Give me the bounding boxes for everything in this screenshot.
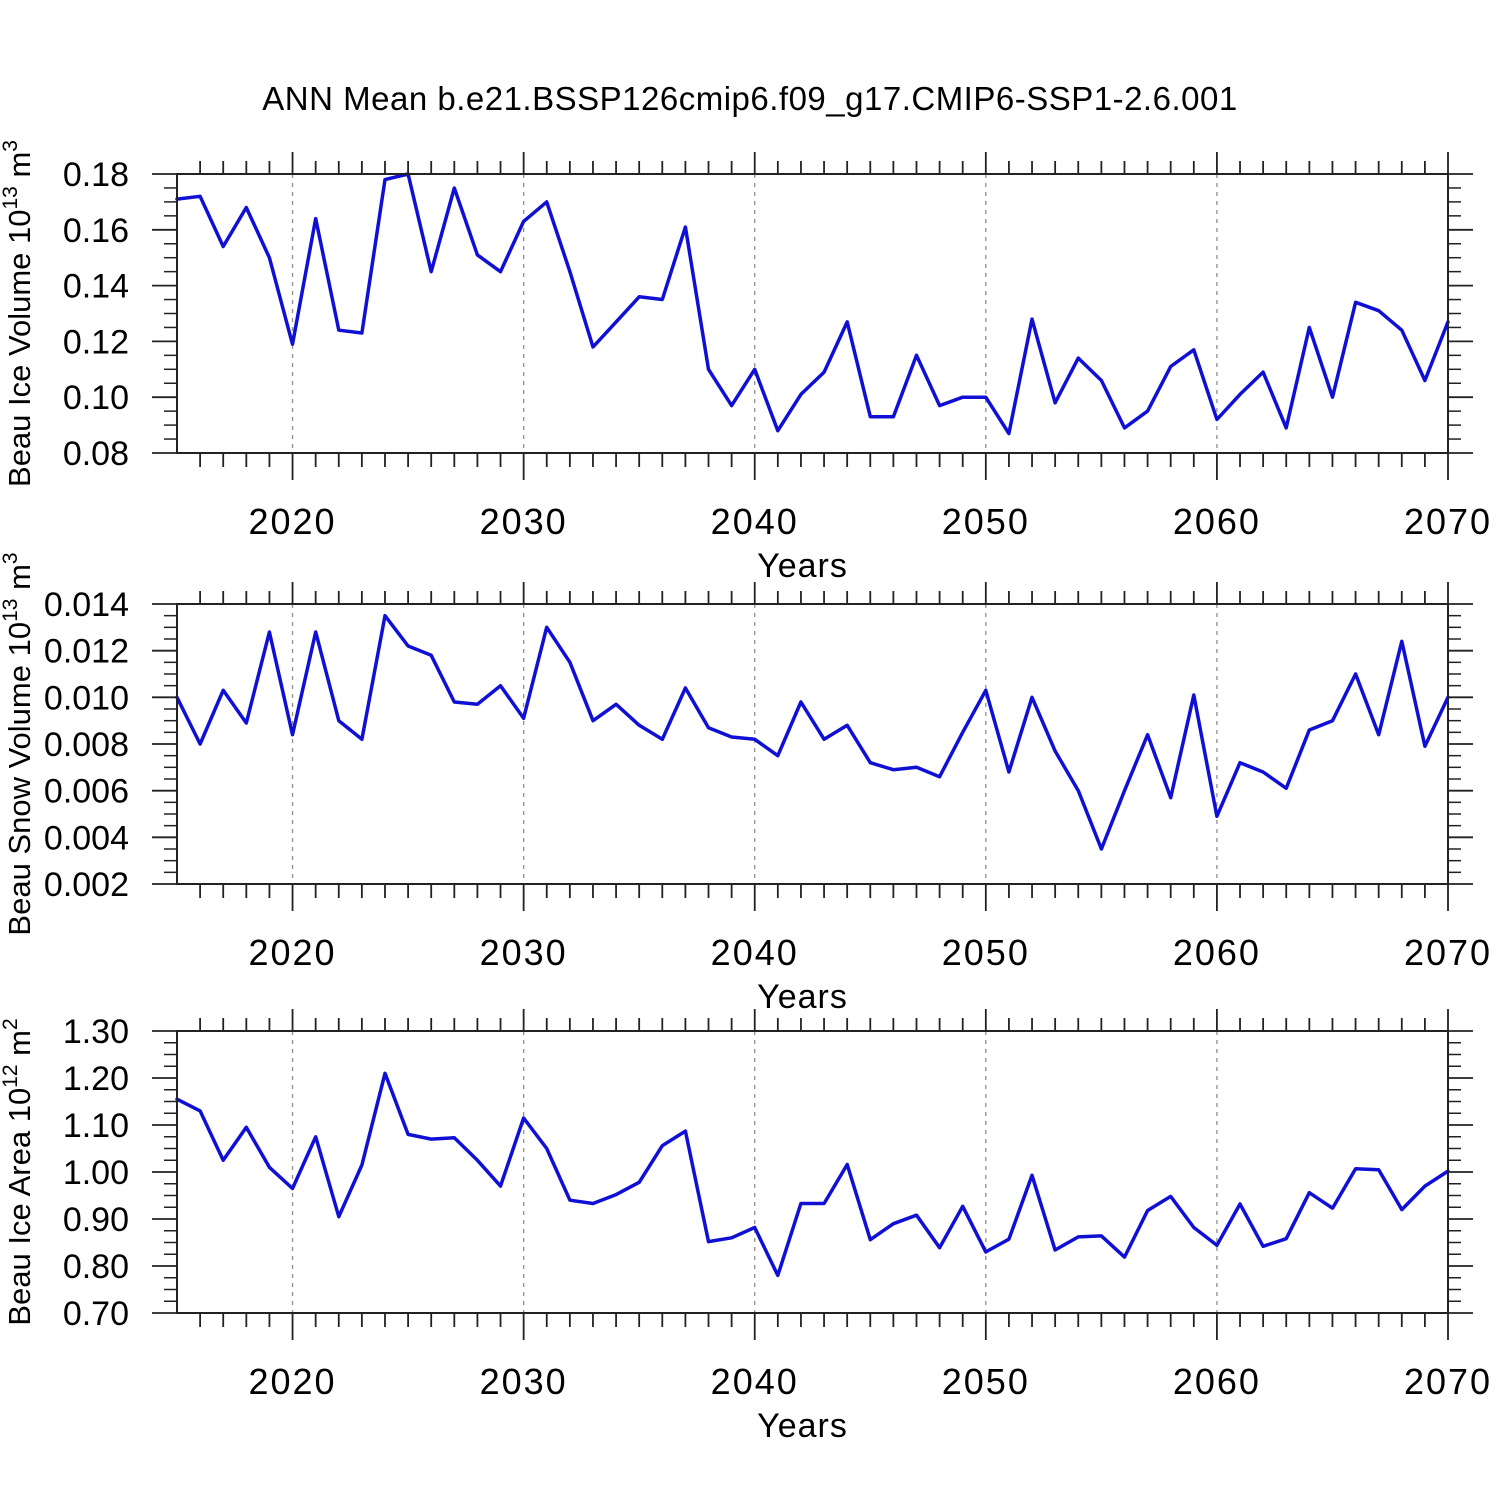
y-axis-title: Beau Ice Area 1012 m2 xyxy=(0,1018,37,1325)
y-axis-title: Beau Ice Volume 1013 m3 xyxy=(0,140,37,487)
x-tick-label-2070: 2070 xyxy=(1404,1361,1492,1402)
y-ticks xyxy=(152,173,1473,454)
x-tick-label-2070: 2070 xyxy=(1404,932,1492,973)
y-axis-title-segment: Beau Ice Volume 10 xyxy=(2,210,37,487)
x-tick-label-2060: 2060 xyxy=(1173,1361,1261,1402)
y-tick-label-0.08: 0.08 xyxy=(63,435,129,473)
x-tick-label-2020: 2020 xyxy=(248,932,336,973)
y-axis-title-segment: m xyxy=(2,1030,37,1064)
y-tick-label-0.18: 0.18 xyxy=(63,156,129,194)
beau-ice-area-line xyxy=(175,1071,1450,1278)
y-tick-label-0.12: 0.12 xyxy=(63,323,129,361)
y-tick-label-0.010: 0.010 xyxy=(44,679,129,717)
decade-gridlines xyxy=(291,604,1218,884)
y-tick-label-0.004: 0.004 xyxy=(44,819,129,857)
y-tick-label-0.006: 0.006 xyxy=(44,773,129,811)
beau-ice-volume-line xyxy=(175,172,1450,436)
x-axis-label: Years xyxy=(757,1407,848,1445)
x-axis-label: Years xyxy=(757,547,848,585)
x-tick-label-2020: 2020 xyxy=(248,501,336,542)
plot-frame xyxy=(176,1030,1449,1314)
y-axis-title-superscript: 13 xyxy=(0,186,22,209)
figure-title: ANN Mean b.e21.BSSP126cmip6.f09_g17.CMIP… xyxy=(262,80,1237,117)
y-axis-title-segment: Beau Snow Volume 10 xyxy=(2,622,37,936)
chart-beau-ice-area: 2020 2030 2040 2050 2060 2070 Years 0.70 0.80 0.9… xyxy=(0,1009,1492,1445)
y-tick-label-1.30: 1.30 xyxy=(63,1013,129,1051)
y-axis-title-segment: Beau Ice Area 10 xyxy=(2,1088,37,1326)
y-axis-title-superscript: 12 xyxy=(0,1064,22,1087)
y-tick-label-0.014: 0.014 xyxy=(44,586,129,624)
x-ticks xyxy=(199,582,1449,911)
y-tick-label-0.70: 0.70 xyxy=(63,1295,129,1333)
decade-gridlines xyxy=(291,1031,1218,1313)
y-axis-title: Beau Snow Volume 1013 m3 xyxy=(0,552,37,935)
x-tick-label-2070: 2070 xyxy=(1404,501,1492,542)
y-axis-title-segment: m xyxy=(2,564,37,598)
y-axis-title-superscript: 3 xyxy=(0,140,22,152)
x-tick-label-2060: 2060 xyxy=(1173,501,1261,542)
y-tick-label-0.008: 0.008 xyxy=(44,726,129,764)
y-tick-label-0.14: 0.14 xyxy=(63,268,129,306)
x-tick-label-2060: 2060 xyxy=(1173,932,1261,973)
charts-root: 2020 2030 2040 2050 2060 2070 Years 0.08 0.10 0.1… xyxy=(0,140,1492,1445)
y-axis-title-segment: m xyxy=(2,152,37,186)
y-tick-label-1.00: 1.00 xyxy=(63,1154,129,1192)
x-tick-label-2050: 2050 xyxy=(942,932,1030,973)
y-tick-label-0.16: 0.16 xyxy=(63,212,129,250)
plot-frame xyxy=(176,603,1449,885)
y-tick-label-1.10: 1.10 xyxy=(63,1107,129,1145)
x-tick-label-2040: 2040 xyxy=(711,932,799,973)
y-tick-label-0.10: 0.10 xyxy=(63,379,129,417)
x-tick-label-2050: 2050 xyxy=(942,1361,1030,1402)
y-ticks xyxy=(152,1030,1473,1314)
y-tick-label-0.90: 0.90 xyxy=(63,1201,129,1239)
y-ticks xyxy=(152,603,1473,885)
x-tick-label-2030: 2030 xyxy=(480,1361,568,1402)
chart-beau-ice-volume: 2020 2030 2040 2050 2060 2070 Years 0.08 0.10 0.1… xyxy=(0,140,1492,585)
x-tick-label-2030: 2030 xyxy=(480,932,568,973)
x-ticks xyxy=(199,152,1449,480)
x-ticks xyxy=(199,1009,1449,1340)
y-tick-label-0.80: 0.80 xyxy=(63,1248,129,1286)
beau-snow-volume-line xyxy=(175,613,1450,851)
x-tick-label-2040: 2040 xyxy=(711,501,799,542)
decade-gridlines xyxy=(291,174,1218,453)
plot-frame xyxy=(176,173,1449,454)
y-tick-label-1.20: 1.20 xyxy=(63,1060,129,1098)
y-tick-label-0.012: 0.012 xyxy=(44,633,129,671)
chart-beau-snow-volume: 2020 2030 2040 2050 2060 2070 Years 0.002 0.004 0… xyxy=(0,552,1492,1016)
x-tick-label-2030: 2030 xyxy=(480,501,568,542)
x-tick-label-2050: 2050 xyxy=(942,501,1030,542)
y-tick-label-0.002: 0.002 xyxy=(44,866,129,904)
y-axis-title-superscript: 13 xyxy=(0,599,22,622)
y-axis-title-superscript: 2 xyxy=(0,1018,22,1030)
x-tick-label-2040: 2040 xyxy=(711,1361,799,1402)
x-tick-label-2020: 2020 xyxy=(248,1361,336,1402)
y-axis-title-superscript: 3 xyxy=(0,552,22,564)
x-axis-label: Years xyxy=(757,978,848,1016)
